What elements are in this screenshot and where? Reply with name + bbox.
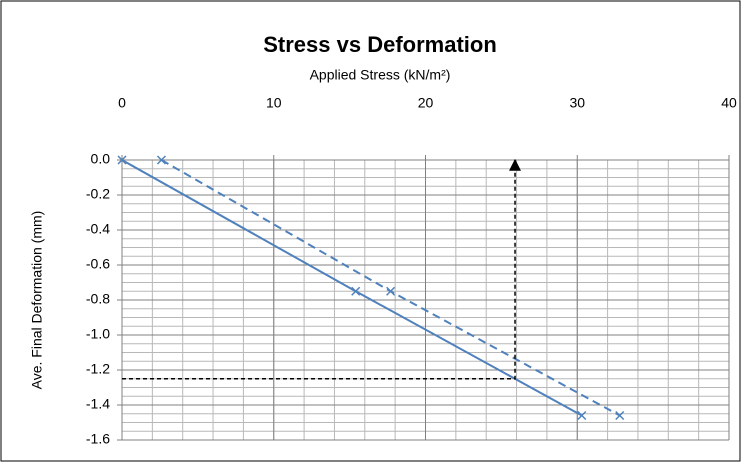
x-tick-label: 10 bbox=[266, 95, 282, 111]
x-tick-label: 40 bbox=[721, 95, 737, 111]
y-tick-label: -1.4 bbox=[86, 396, 110, 412]
point-marker bbox=[577, 410, 587, 421]
point-marker bbox=[156, 155, 166, 165]
x-tick-label: 0 bbox=[118, 95, 126, 111]
y-tick-label: -0.2 bbox=[86, 186, 110, 202]
x-tick-label: 30 bbox=[569, 95, 585, 111]
y-tick-label: -1.0 bbox=[86, 326, 110, 342]
y-axis-title: Ave. Final Deformation (mm) bbox=[29, 211, 45, 390]
x-tick-label: 20 bbox=[418, 95, 434, 111]
point-marker bbox=[351, 286, 361, 296]
point-marker bbox=[386, 286, 396, 296]
y-tick-label: 0.0 bbox=[91, 151, 111, 167]
x-axis-title: Applied Stress (kN/m²) bbox=[310, 67, 451, 83]
y-tick-label: -1.6 bbox=[86, 431, 110, 447]
y-tick-label: -0.8 bbox=[86, 291, 110, 307]
y-tick-label: -1.2 bbox=[86, 361, 110, 377]
point-marker bbox=[615, 410, 625, 421]
y-tick-label: -0.4 bbox=[86, 221, 110, 237]
y-tick-label: -0.6 bbox=[86, 256, 110, 272]
chart-title: Stress vs Deformation bbox=[263, 32, 497, 57]
point-marker bbox=[117, 155, 127, 165]
guide-line bbox=[122, 158, 522, 380]
